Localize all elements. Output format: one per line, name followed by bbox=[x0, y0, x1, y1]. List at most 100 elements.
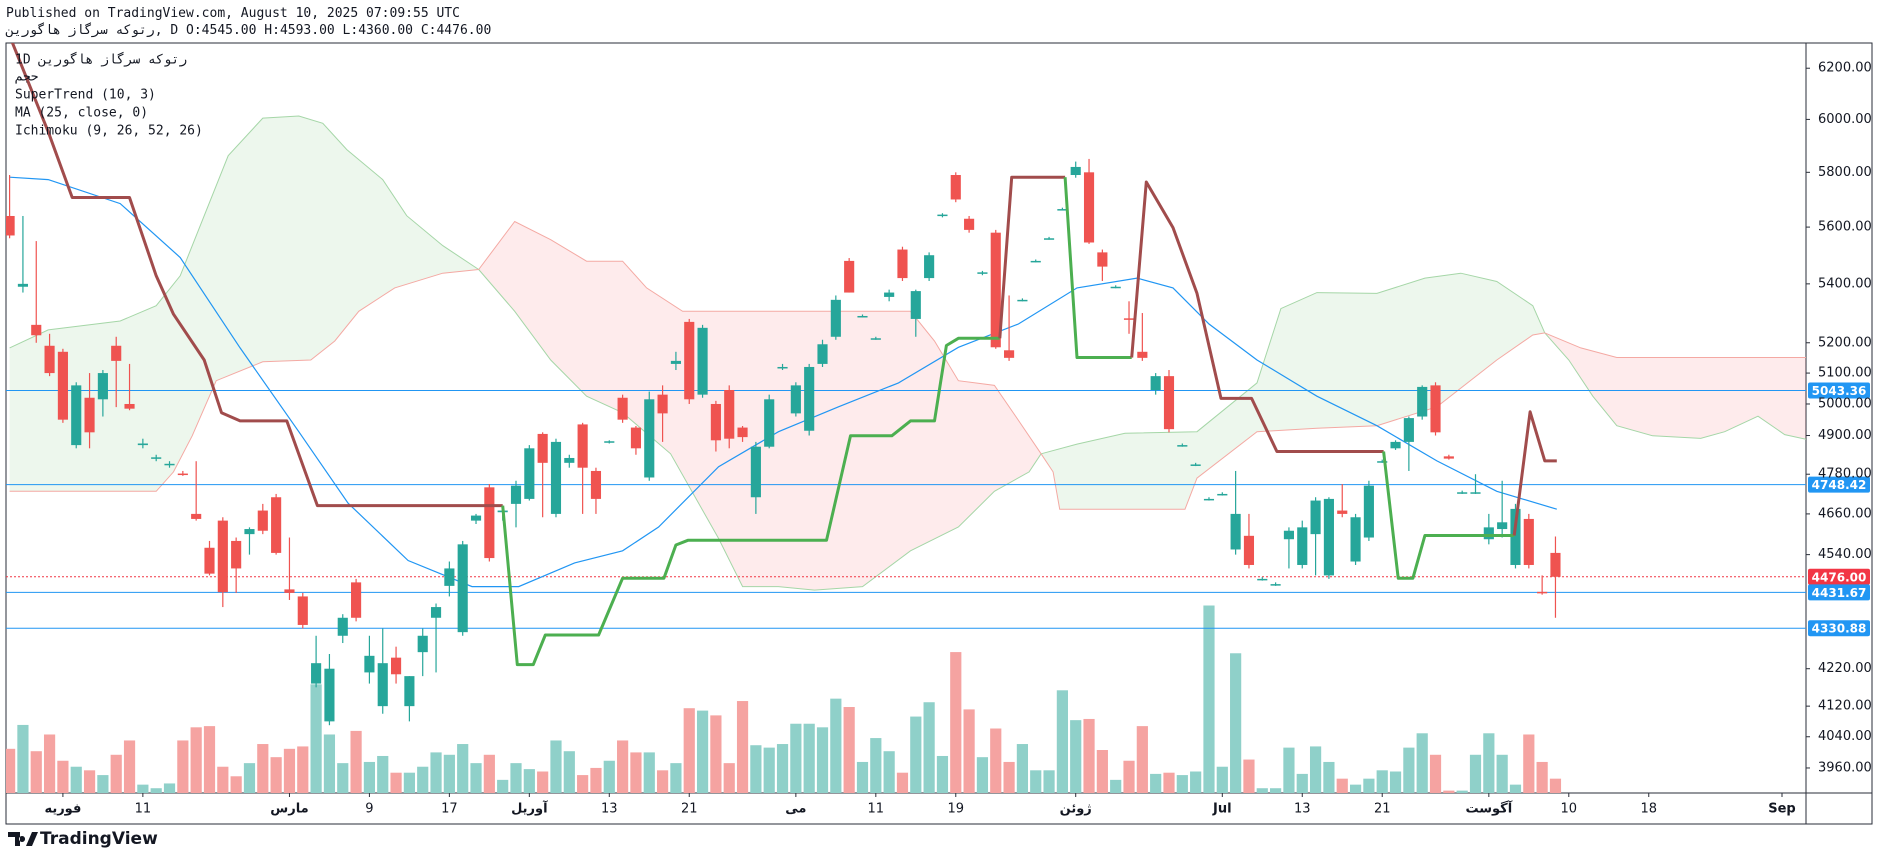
volume-bar bbox=[1376, 770, 1388, 793]
candle-body bbox=[417, 635, 428, 653]
volume-bar bbox=[190, 727, 202, 793]
candle-body bbox=[1123, 318, 1135, 320]
volume-bar bbox=[403, 772, 415, 793]
volume-bar bbox=[43, 734, 56, 793]
candle-body bbox=[1230, 513, 1241, 550]
volume-bar bbox=[177, 740, 189, 793]
candle-body bbox=[1430, 385, 1441, 433]
y-tick-label: 5400.00 bbox=[1818, 276, 1872, 291]
volume-bar bbox=[976, 757, 989, 793]
supertrend-legend: SuperTrend (10, 3) bbox=[15, 88, 156, 103]
volume-bar bbox=[1416, 733, 1428, 793]
volume-bar bbox=[83, 770, 96, 793]
candle-body bbox=[404, 676, 415, 707]
volume-bar bbox=[470, 763, 482, 793]
volume-bar bbox=[1096, 750, 1108, 793]
candle-body bbox=[1217, 493, 1228, 496]
volume-bar bbox=[1363, 778, 1375, 793]
volume-bar bbox=[1469, 754, 1482, 793]
x-tick-label: Sep bbox=[1768, 802, 1796, 817]
volume-bar bbox=[137, 784, 149, 793]
y-tick-label: 5600.00 bbox=[1818, 220, 1872, 235]
candle-body bbox=[1350, 517, 1361, 562]
cloud-fill bbox=[478, 221, 1042, 591]
volume-bar bbox=[1296, 773, 1308, 793]
candle-body bbox=[177, 473, 188, 476]
candle-body bbox=[364, 655, 375, 673]
candle-body bbox=[297, 596, 308, 625]
candle-body bbox=[817, 344, 828, 364]
candle-body bbox=[31, 324, 42, 336]
candle-body bbox=[151, 457, 162, 459]
candle-body bbox=[377, 663, 388, 707]
candle-body bbox=[870, 338, 881, 340]
volume-bar bbox=[710, 715, 722, 793]
volume-bar bbox=[123, 740, 136, 793]
candle-body bbox=[84, 397, 95, 433]
volume-bar bbox=[1230, 653, 1242, 793]
volume-bar bbox=[577, 775, 589, 793]
volume-bar bbox=[1123, 760, 1135, 793]
y-tick-label: 4660.00 bbox=[1818, 506, 1872, 521]
candle-body bbox=[470, 515, 482, 521]
volume-bar bbox=[430, 752, 442, 793]
volume-bar bbox=[603, 760, 615, 793]
candle-body bbox=[830, 299, 841, 337]
candle-body bbox=[1004, 350, 1015, 358]
candle-body bbox=[710, 403, 721, 441]
candle-body bbox=[1150, 376, 1161, 390]
volume-bar bbox=[297, 746, 309, 793]
candle-body bbox=[564, 457, 575, 463]
candle-body bbox=[244, 529, 255, 535]
volume-bar bbox=[1443, 790, 1455, 793]
candle-body bbox=[657, 394, 668, 414]
candle-body bbox=[1417, 386, 1428, 417]
candle-body bbox=[484, 487, 495, 559]
span-b-line bbox=[478, 220, 1042, 455]
volume-bar bbox=[1110, 779, 1122, 793]
supertrend-line bbox=[1063, 177, 1132, 359]
candle-body bbox=[1070, 166, 1081, 176]
candle-body bbox=[737, 427, 748, 438]
y-tick-label: 5200.00 bbox=[1818, 335, 1872, 350]
candle-body bbox=[1337, 510, 1348, 514]
candle-body bbox=[444, 568, 455, 586]
span-a-line bbox=[1040, 272, 1546, 455]
volume-bar bbox=[830, 698, 842, 793]
x-tick-label: 13 bbox=[601, 802, 618, 817]
volume-bar bbox=[257, 744, 269, 793]
published-line: Published on TradingView.com, August 10,… bbox=[6, 6, 460, 21]
price-label: 4330.88 bbox=[1812, 622, 1867, 636]
volume-bar bbox=[790, 723, 802, 793]
candle-body bbox=[1257, 578, 1268, 581]
volume-bar bbox=[1309, 746, 1322, 793]
candle-body bbox=[1377, 461, 1388, 463]
volume-bar bbox=[563, 751, 575, 793]
y-tick-label: 5000.00 bbox=[1818, 396, 1872, 411]
candle-body bbox=[1310, 500, 1321, 535]
y-tick-label: 3960.00 bbox=[1818, 760, 1872, 775]
volume-bar bbox=[483, 754, 495, 793]
volume-bar bbox=[816, 727, 829, 793]
candle-body bbox=[6, 215, 15, 236]
volume-bar bbox=[1323, 761, 1335, 793]
ma-legend: MA (25, close, 0) bbox=[15, 106, 148, 121]
candle-body bbox=[1390, 441, 1401, 449]
logo-text: TradingView bbox=[40, 829, 158, 849]
x-tick-label: 10 bbox=[1561, 802, 1578, 817]
volume-bar bbox=[457, 744, 469, 793]
candle-body bbox=[1177, 445, 1188, 447]
x-tick-label: 21 bbox=[1374, 802, 1391, 817]
candle-body bbox=[590, 470, 602, 499]
supertrend-line bbox=[1130, 180, 1384, 453]
volume-bar bbox=[1016, 744, 1029, 793]
price-label-box bbox=[1808, 620, 1870, 637]
y-tick-label: 4900.00 bbox=[1818, 428, 1872, 443]
volume-bar bbox=[270, 757, 282, 793]
volume-bar bbox=[1456, 790, 1468, 793]
volume-bar bbox=[497, 779, 509, 793]
candle-body bbox=[857, 315, 868, 318]
y-tick-label: 4540.00 bbox=[1818, 547, 1872, 562]
y-tick-label: 4780.00 bbox=[1818, 467, 1872, 482]
candle-body bbox=[284, 589, 295, 593]
